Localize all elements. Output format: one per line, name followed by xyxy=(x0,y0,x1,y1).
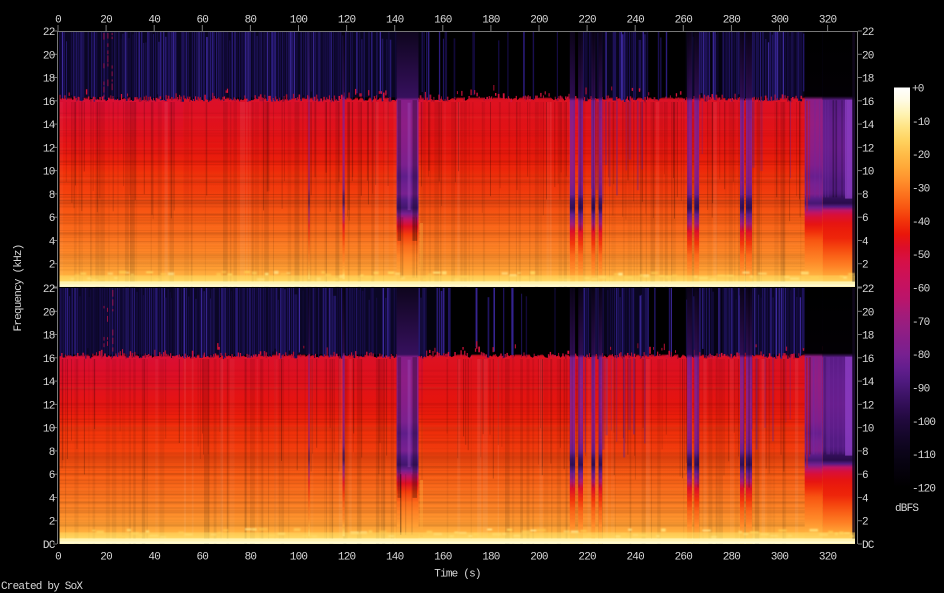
svg-text:200: 200 xyxy=(530,15,548,27)
svg-text:2: 2 xyxy=(49,260,55,272)
svg-text:240: 240 xyxy=(626,552,644,564)
svg-text:260: 260 xyxy=(675,552,693,564)
svg-text:20: 20 xyxy=(43,50,55,62)
svg-text:8: 8 xyxy=(49,190,55,202)
svg-text:4: 4 xyxy=(49,494,56,506)
svg-text:4: 4 xyxy=(49,237,56,249)
svg-text:22: 22 xyxy=(862,27,874,39)
svg-text:6: 6 xyxy=(49,213,55,225)
svg-text:100: 100 xyxy=(290,15,308,27)
svg-text:10: 10 xyxy=(862,167,874,179)
svg-text:60: 60 xyxy=(196,552,208,564)
svg-text:16: 16 xyxy=(43,354,55,366)
svg-text:20: 20 xyxy=(43,307,55,319)
svg-text:120: 120 xyxy=(338,552,356,564)
svg-text:40: 40 xyxy=(148,552,160,564)
svg-text:14: 14 xyxy=(862,377,875,389)
svg-text:10: 10 xyxy=(862,424,874,436)
svg-text:-30: -30 xyxy=(912,184,930,196)
svg-text:2: 2 xyxy=(862,260,868,272)
svg-text:20: 20 xyxy=(100,15,112,27)
svg-text:140: 140 xyxy=(386,552,404,564)
svg-text:200: 200 xyxy=(530,552,548,564)
svg-text:18: 18 xyxy=(43,331,55,343)
svg-text:220: 220 xyxy=(578,15,596,27)
svg-text:2: 2 xyxy=(862,517,868,529)
svg-text:100: 100 xyxy=(290,552,308,564)
svg-text:4: 4 xyxy=(862,237,869,249)
svg-text:80: 80 xyxy=(245,552,257,564)
svg-text:240: 240 xyxy=(626,15,644,27)
svg-text:-60: -60 xyxy=(912,284,930,296)
svg-text:22: 22 xyxy=(43,284,55,296)
svg-text:6: 6 xyxy=(862,470,868,482)
svg-text:-80: -80 xyxy=(912,350,930,362)
svg-text:14: 14 xyxy=(862,120,875,132)
svg-text:40: 40 xyxy=(148,15,160,27)
svg-text:180: 180 xyxy=(482,552,500,564)
svg-text:180: 180 xyxy=(482,15,500,27)
svg-text:160: 160 xyxy=(434,552,452,564)
svg-text:16: 16 xyxy=(862,97,874,109)
svg-text:14: 14 xyxy=(43,120,56,132)
svg-text:300: 300 xyxy=(771,15,789,27)
svg-text:12: 12 xyxy=(43,143,55,155)
svg-text:12: 12 xyxy=(862,143,874,155)
svg-text:8: 8 xyxy=(49,447,55,459)
svg-text:320: 320 xyxy=(819,15,837,27)
svg-text:Created by SoX: Created by SoX xyxy=(1,581,83,593)
svg-text:160: 160 xyxy=(434,15,452,27)
svg-text:300: 300 xyxy=(771,552,789,564)
svg-text:280: 280 xyxy=(723,15,741,27)
svg-text:12: 12 xyxy=(43,400,55,412)
svg-text:10: 10 xyxy=(43,424,55,436)
svg-text:18: 18 xyxy=(43,74,55,86)
svg-text:140: 140 xyxy=(386,15,404,27)
svg-text:-10: -10 xyxy=(912,117,930,129)
svg-text:16: 16 xyxy=(862,354,874,366)
svg-text:DC: DC xyxy=(862,540,875,552)
svg-text:6: 6 xyxy=(49,470,55,482)
svg-text:0: 0 xyxy=(55,552,61,564)
svg-text:-40: -40 xyxy=(912,217,930,229)
svg-text:0: 0 xyxy=(55,15,61,27)
svg-text:-70: -70 xyxy=(912,317,930,329)
svg-text:16: 16 xyxy=(43,97,55,109)
svg-text:18: 18 xyxy=(862,331,874,343)
svg-text:-110: -110 xyxy=(912,450,935,462)
svg-text:22: 22 xyxy=(862,284,874,296)
svg-text:-90: -90 xyxy=(912,384,930,396)
svg-text:-120: -120 xyxy=(912,484,935,496)
svg-text:DC: DC xyxy=(43,540,56,552)
svg-text:4: 4 xyxy=(862,494,869,506)
svg-text:Time (s): Time (s) xyxy=(434,569,480,581)
svg-text:60: 60 xyxy=(196,15,208,27)
svg-text:dBFS: dBFS xyxy=(895,503,919,515)
svg-text:Frequency (kHz): Frequency (kHz) xyxy=(13,244,25,331)
svg-text:320: 320 xyxy=(819,552,837,564)
svg-text:280: 280 xyxy=(723,552,741,564)
svg-text:-50: -50 xyxy=(912,250,930,262)
svg-text:8: 8 xyxy=(862,447,868,459)
svg-text:-20: -20 xyxy=(912,150,930,162)
svg-text:22: 22 xyxy=(43,27,55,39)
svg-text:12: 12 xyxy=(862,400,874,412)
svg-text:+0: +0 xyxy=(912,84,924,96)
svg-text:8: 8 xyxy=(862,190,868,202)
svg-text:220: 220 xyxy=(578,552,596,564)
svg-text:10: 10 xyxy=(43,167,55,179)
svg-text:18: 18 xyxy=(862,74,874,86)
svg-text:20: 20 xyxy=(862,50,874,62)
svg-text:120: 120 xyxy=(338,15,356,27)
svg-text:20: 20 xyxy=(862,307,874,319)
svg-text:-100: -100 xyxy=(912,417,935,429)
svg-text:260: 260 xyxy=(675,15,693,27)
svg-text:14: 14 xyxy=(43,377,56,389)
svg-text:6: 6 xyxy=(862,213,868,225)
svg-text:2: 2 xyxy=(49,517,55,529)
svg-text:80: 80 xyxy=(245,15,257,27)
svg-text:20: 20 xyxy=(100,552,112,564)
